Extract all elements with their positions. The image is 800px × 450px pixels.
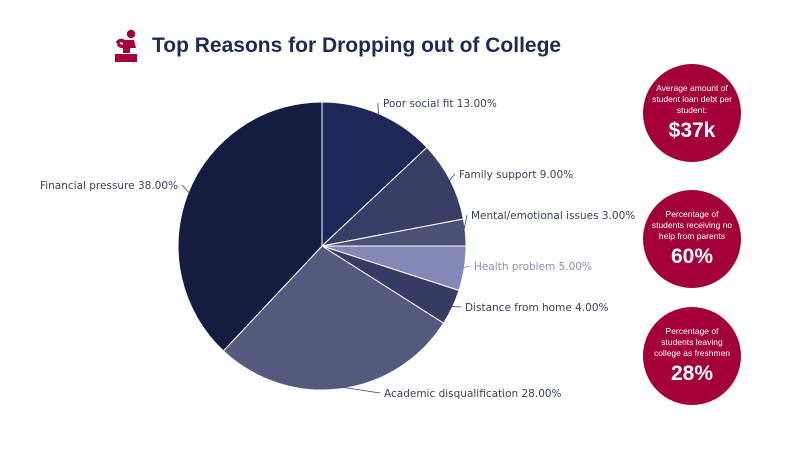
stat-value: 60%: [670, 245, 714, 268]
pie-slice: [222, 245, 445, 391]
slice-label: Poor social fit 13.00%: [383, 98, 497, 110]
leader-line: [450, 306, 462, 308]
pie-slice: [320, 146, 465, 247]
leader-line: [181, 184, 191, 194]
slice-label: Academic disqualification 28.00%: [384, 388, 562, 400]
slice-label: Distance from home 4.00%: [465, 302, 609, 314]
slice-label: Mental/emotional issues 3.00%: [471, 210, 635, 222]
student-sitting-icon: [115, 29, 137, 62]
stat-value: $37k: [668, 119, 716, 142]
stat-circle-no-parent-help: Percentage of students receiving no help…: [643, 190, 741, 288]
leader-line: [448, 173, 456, 182]
stat-circle-freshmen-leaving: Percentage of students leaving college a…: [643, 307, 741, 405]
stat-value: 28%: [670, 362, 714, 385]
slice-label: Financial pressure 38.00%: [40, 180, 178, 192]
stat-caption: Average amount of student loan debt per …: [652, 83, 732, 115]
chart-header: Top Reasons for Dropping out of College: [112, 26, 561, 66]
leader-line: [462, 265, 471, 269]
stat-caption: Percentage of students leaving college a…: [653, 326, 731, 358]
pie-slice: [321, 101, 428, 248]
pie-slice: [177, 101, 323, 352]
leader-line: [462, 214, 468, 233]
stat-circle-loan-debt: Average amount of student loan debt per …: [643, 64, 741, 162]
stat-caption: Percentage of students receiving no help…: [651, 209, 733, 241]
leader-line: [339, 386, 381, 394]
slice-label: Family support 9.00%: [459, 169, 573, 181]
slice-label: Health problem 5.00%: [474, 261, 592, 273]
chart-title: Top Reasons for Dropping out of College: [152, 34, 562, 57]
